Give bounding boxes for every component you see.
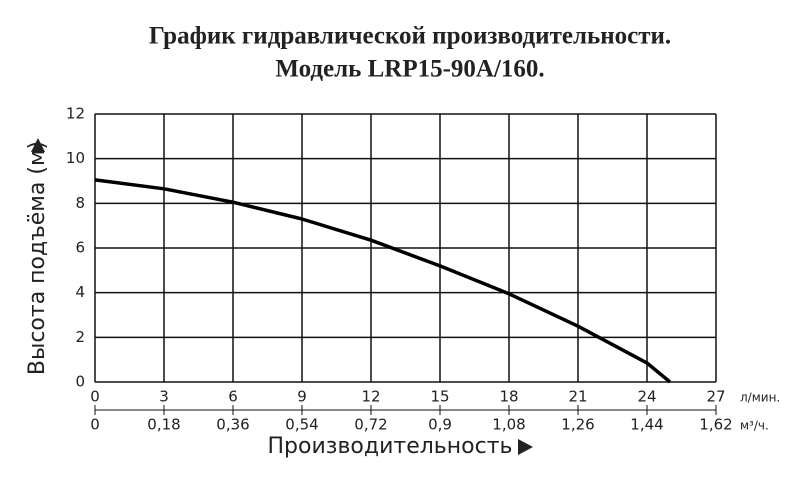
x2-tick-label: 0,9 [428,416,452,434]
y-axis-label: Высота подъёма (м) [25,141,50,375]
performance-curve [94,178,672,384]
y-tick-label: 2 [75,328,85,346]
x2-tick-label: 0,36 [216,416,249,434]
x-tick-label: 18 [499,388,518,406]
x-tick-label: 21 [568,388,587,406]
x2-tick-label: 1,26 [561,416,594,434]
x2-unit: м³/ч. [740,419,769,433]
x-tick-label: 15 [430,388,449,406]
x2-tick-label: 0 [90,416,100,434]
x2-tick-label: 0,18 [147,416,180,434]
x2-tick-label: 1,44 [630,416,663,434]
chart-title: График гидравлической производительности… [149,23,671,50]
x-axis-label: Производительность [268,434,513,459]
x-tick-label: 12 [361,388,380,406]
y-axis-arrow [31,138,45,152]
y-tick-label: 12 [66,105,85,123]
x-tick-label: 27 [706,388,725,406]
y-tick-label: 4 [75,283,85,301]
x-tick-label: 0 [90,388,100,406]
y-tick-label: 8 [75,194,85,212]
y-tick-label: 0 [75,373,85,391]
y-tick-label: 10 [66,149,85,167]
x2-tick-label: 1,08 [492,416,525,434]
x-tick-label: 3 [159,388,169,406]
chart-subtitle: Модель LRP15-90A/160. [275,56,544,83]
x-unit: л/мин. [740,391,780,405]
y-tick-label: 6 [75,239,85,257]
x2-tick-label: 1,62 [699,416,732,434]
x2-tick-label: 0,54 [285,416,318,434]
x-tick-label: 24 [637,388,656,406]
x-tick-label: 9 [297,388,307,406]
x2-tick-label: 0,72 [354,416,387,434]
x-axis-arrow [518,439,533,455]
x-tick-label: 6 [228,388,238,406]
